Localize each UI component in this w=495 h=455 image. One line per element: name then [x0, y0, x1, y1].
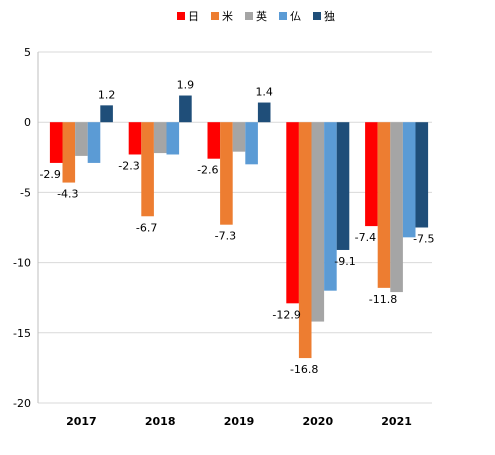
data-label-米: -11.8	[369, 293, 397, 306]
legend-swatch-日	[177, 12, 185, 20]
data-label-米: -7.3	[215, 230, 236, 243]
bar-日-2021	[365, 122, 378, 227]
bar-英-2020	[311, 122, 325, 322]
bar-英-2018	[153, 122, 167, 154]
y-tick-label: 5	[24, 46, 31, 59]
data-label-日: -12.9	[272, 308, 300, 321]
x-tick-label: 2017	[66, 415, 97, 428]
bar-仏-2018	[166, 122, 180, 155]
bar-仏-2019	[245, 122, 258, 165]
legend-swatch-独	[313, 12, 321, 20]
data-label-日: -2.3	[118, 159, 139, 172]
legend-label: 米	[222, 10, 233, 23]
y-tick-label: -15	[13, 327, 31, 340]
y-tick-label: -20	[13, 397, 31, 410]
x-tick-label: 2019	[224, 415, 255, 428]
y-tick-label: -5	[20, 186, 31, 199]
data-label-米: -6.7	[136, 221, 157, 234]
x-tick-label: 2020	[302, 415, 333, 428]
legend-label: 英	[256, 9, 267, 23]
legend-swatch-仏	[279, 12, 287, 20]
bar-米-2019	[220, 122, 233, 225]
data-label-独: -7.5	[413, 233, 434, 246]
bar-米-2020	[298, 122, 312, 359]
data-label-独: -9.1	[334, 255, 355, 268]
bar-米-2021	[377, 122, 391, 288]
bar-仏-2020	[324, 122, 337, 291]
data-label-独: 1.2	[98, 88, 116, 101]
x-tick-label: 2021	[381, 415, 412, 428]
y-tick-label: -10	[13, 257, 31, 270]
data-label-日: -2.9	[39, 168, 60, 181]
bar-日-2020	[286, 122, 299, 304]
data-label-米: -4.3	[57, 188, 78, 201]
bar-英-2017	[75, 122, 88, 156]
bar-仏-2017	[87, 122, 101, 163]
legend-swatch-米	[211, 12, 219, 20]
data-label-日: -2.6	[197, 164, 218, 177]
bar-日-2019	[207, 122, 221, 159]
bar-独-2018	[179, 95, 192, 123]
legend-swatch-英	[245, 12, 253, 20]
bar-米-2018	[141, 122, 154, 217]
bar-独-2019	[257, 102, 271, 123]
bar-英-2019	[232, 122, 246, 152]
bar-独-2017	[100, 105, 113, 123]
bar-独-2020	[336, 122, 350, 250]
bar-仏-2021	[402, 122, 416, 238]
data-label-独: 1.9	[177, 79, 195, 92]
bar-日-2018	[128, 122, 142, 155]
data-label-日: -7.4	[355, 231, 376, 244]
bar-英-2021	[390, 122, 403, 293]
data-label-米: -16.8	[290, 363, 318, 376]
data-label-独: 1.4	[255, 86, 273, 99]
legend-label: 仏	[290, 10, 301, 23]
y-tick-label: 0	[24, 116, 31, 129]
bar-日-2017	[49, 122, 63, 163]
bar-米-2017	[62, 122, 76, 183]
legend-label: 日	[188, 10, 199, 23]
x-tick-label: 2018	[145, 415, 176, 428]
bar-独-2021	[415, 122, 429, 228]
legend-label: 独	[324, 10, 335, 23]
